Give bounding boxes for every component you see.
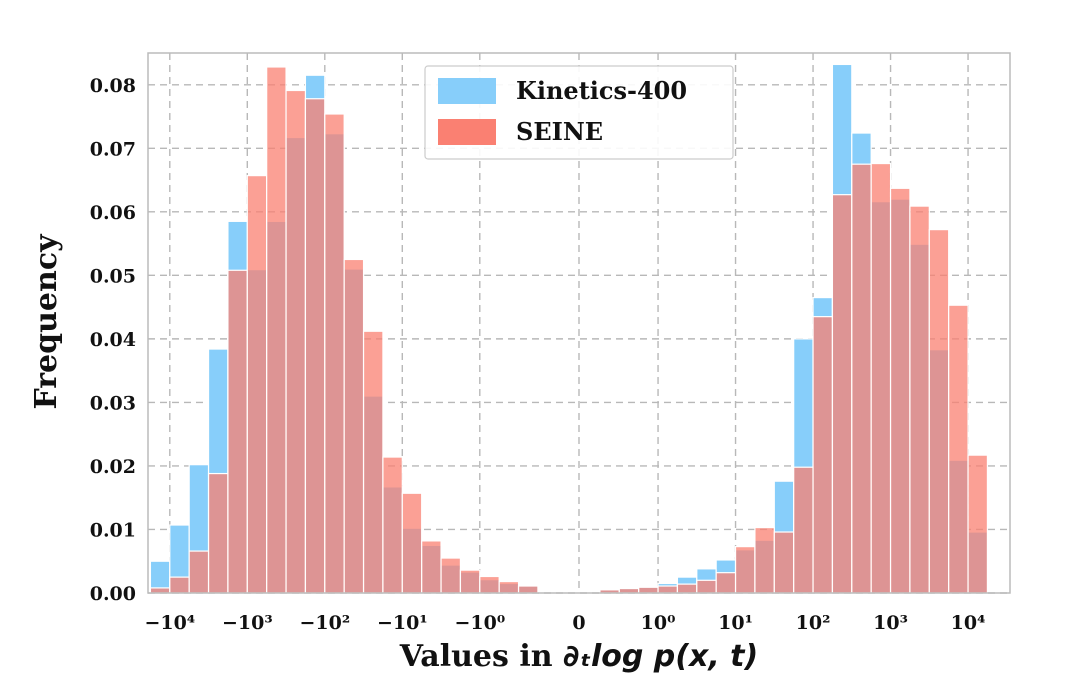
seine-bar — [909, 205, 930, 594]
seine-bar — [773, 531, 795, 594]
x-tick-label: −10³ — [222, 612, 273, 634]
seine-bar — [188, 550, 210, 594]
y-axis-ticks: 0.00 0.01 0.02 0.03 0.04 0.05 0.06 0.07 0.08 — [90, 75, 136, 605]
y-tick-label: 0.03 — [90, 392, 136, 414]
x-tick-label: −10⁴ — [144, 612, 195, 634]
seine-bar — [696, 579, 717, 594]
y-tick-label: 0.04 — [90, 329, 136, 351]
legend-label-seine: SEINE — [516, 117, 603, 146]
seine-bar — [401, 492, 423, 594]
plot-frame — [147, 52, 1011, 594]
x-tick-label: 10² — [796, 612, 831, 634]
y-axis-label: Frequency — [29, 233, 64, 410]
y-tick-label: 0.01 — [90, 519, 136, 541]
seine-bar — [207, 472, 229, 594]
seine-bar — [382, 456, 403, 594]
seine-bar — [285, 89, 307, 594]
x-tick-label: 0 — [572, 612, 585, 634]
seine-bar — [657, 585, 679, 594]
seine-bar — [638, 586, 659, 594]
seine-bar — [169, 576, 190, 594]
seine-bar — [948, 304, 969, 594]
seine-bar — [421, 540, 442, 594]
seine-bar — [812, 316, 834, 594]
seine-bar — [266, 66, 287, 594]
y-tick-label: 0.07 — [90, 138, 136, 160]
legend-label-kinetics-400: Kinetics-400 — [516, 76, 687, 105]
seine-bar — [870, 162, 892, 594]
legend: Kinetics-400 SEINE — [424, 65, 734, 160]
seine-bar — [479, 575, 500, 594]
x-axis-ticks: −10⁴ −10³ −10² −10¹ −10⁰ 0 10⁰ 10¹ 10² 10³ 10⁴ — [144, 612, 985, 634]
seine-bar — [498, 580, 520, 594]
legend-swatch-kinetics-400 — [438, 78, 496, 104]
x-axis-label: Values in ∂ₜlog p(x, t) — [399, 639, 758, 674]
seine-bar — [343, 258, 365, 594]
x-tick-label: −10² — [299, 612, 350, 634]
seine-bar — [149, 587, 171, 594]
seine-bar — [889, 187, 911, 594]
seine-bar — [928, 229, 950, 594]
x-tick-label: 10⁰ — [641, 612, 676, 634]
y-tick-label: 0.06 — [90, 202, 136, 224]
seine-bar — [715, 572, 737, 594]
x-tick-label: −10¹ — [377, 612, 428, 634]
x-tick-label: 10¹ — [718, 612, 753, 634]
x-tick-label: −10⁰ — [454, 612, 505, 634]
seine-bar — [304, 98, 326, 594]
seine-bar — [851, 163, 872, 594]
x-tick-label: 10⁴ — [951, 612, 986, 634]
seine-bar — [459, 569, 481, 594]
seine-bar — [246, 175, 268, 594]
seine-bar — [967, 454, 989, 594]
seine-bar — [227, 269, 248, 594]
y-tick-label: 0.05 — [90, 265, 136, 287]
seine-bar — [517, 585, 539, 594]
legend-swatch-seine — [438, 119, 496, 145]
seine-bar — [676, 583, 698, 594]
x-tick-label: 10³ — [873, 612, 908, 634]
seine-bar — [440, 557, 462, 594]
y-tick-label: 0.02 — [90, 456, 136, 478]
y-tick-label: 0.08 — [90, 75, 136, 97]
seine-bar — [793, 466, 814, 594]
seine-bar — [362, 330, 384, 594]
seine-bar — [831, 194, 853, 594]
legend-box — [424, 65, 734, 160]
seine-bar — [754, 526, 775, 594]
seine-bar — [734, 546, 756, 594]
y-tick-label: 0.00 — [90, 583, 136, 605]
seine-bar — [324, 113, 345, 594]
